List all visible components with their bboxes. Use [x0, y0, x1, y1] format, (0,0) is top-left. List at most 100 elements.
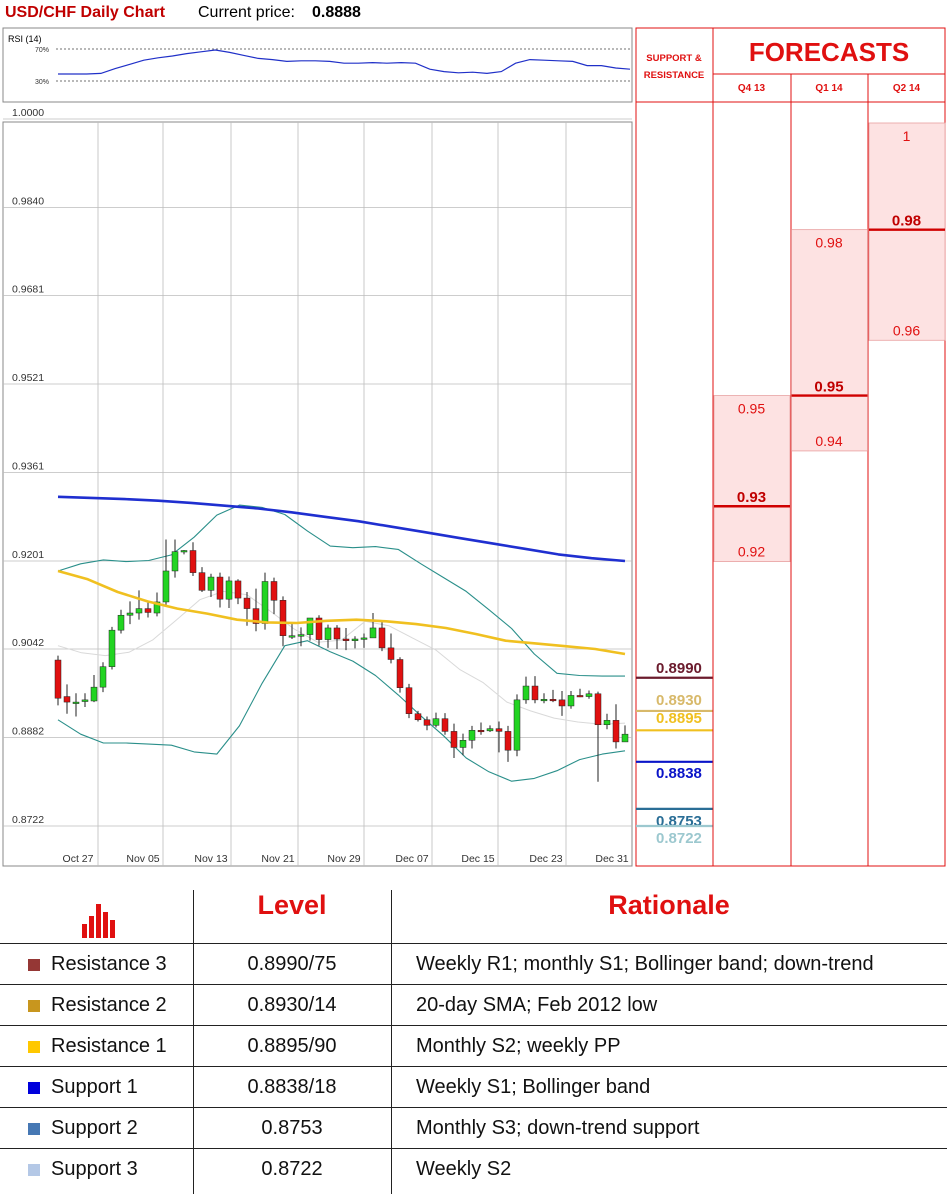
candle-body	[207, 576, 215, 591]
table-header-level: Level	[257, 890, 327, 920]
candle-body	[144, 608, 152, 613]
candle-body	[117, 614, 125, 631]
candle-body	[234, 580, 242, 599]
table-row: Resistance 2 0.8930/14 20-day SMA; Feb 201…	[0, 984, 947, 1026]
y-tick-label: 0.8722	[12, 814, 44, 826]
row-color-swatch	[28, 1000, 40, 1012]
sr-label-line2: RESISTANCE	[644, 70, 705, 81]
level-label: 0.8895	[656, 710, 702, 727]
row-color-swatch	[28, 1123, 40, 1135]
candle-body	[333, 627, 341, 640]
x-tick-label: Nov 21	[261, 853, 294, 865]
forecast-median-label: 0.95	[814, 379, 843, 396]
candle-body	[621, 733, 629, 743]
candle-body	[270, 581, 278, 601]
sma20-line	[57, 569, 626, 656]
candle-body	[252, 608, 260, 624]
y-tick-label: 1.0000	[12, 107, 44, 119]
candle-body	[198, 572, 206, 591]
candle-body	[558, 699, 566, 707]
bollinger-upper-line	[57, 504, 625, 677]
candle-body	[423, 719, 431, 726]
row-rationale: Weekly S2	[416, 1158, 512, 1180]
x-tick-label: Dec 07	[395, 853, 428, 865]
candle-body	[549, 699, 557, 702]
rsi-panel	[2, 27, 633, 103]
candle-body	[306, 617, 314, 635]
row-rationale: Weekly S1; Bollinger band	[416, 1076, 651, 1098]
candle-body	[477, 730, 485, 733]
rsi-line	[58, 49, 631, 75]
level-label: 0.8753	[656, 813, 702, 830]
rsi-label: RSI (14)	[8, 34, 42, 44]
candle-body	[225, 580, 233, 600]
candle-body	[162, 570, 170, 603]
candle-body	[99, 666, 107, 688]
forecasts-panel	[712, 27, 946, 867]
candle-body	[297, 634, 305, 637]
row-color-swatch	[28, 1082, 40, 1094]
row-name: Resistance 2	[51, 994, 167, 1016]
row-name: Support 3	[51, 1158, 138, 1180]
candle-body	[387, 647, 395, 660]
candle-body	[180, 550, 188, 553]
y-tick-label: 0.8882	[12, 725, 44, 737]
chart-title: USD/CHF Daily Chart	[5, 4, 166, 21]
y-tick-label: 0.9681	[12, 283, 44, 295]
row-rationale: Monthly S2; weekly PP	[416, 1035, 621, 1057]
y-tick-label: 0.9361	[12, 461, 44, 473]
forecast-low-label: 0.92	[738, 544, 765, 560]
row-rationale: Weekly R1; monthly S1; Bollinger band; d…	[416, 953, 874, 975]
x-tick-label: Nov 29	[327, 853, 360, 865]
forecast-high-label: 1	[903, 128, 911, 144]
candle-body	[81, 699, 89, 702]
forecast-range-box	[713, 395, 791, 562]
candle-body	[369, 627, 377, 639]
row-rationale: 20-day SMA; Feb 2012 low	[416, 994, 658, 1016]
forecast-range-box	[868, 122, 946, 341]
row-level: 0.8722	[261, 1158, 323, 1180]
rsi-level-30: 30%	[35, 79, 49, 86]
candle-body	[54, 659, 62, 699]
forecasts-title: FORECASTS	[749, 37, 909, 67]
x-tick-label: Dec 23	[529, 853, 562, 865]
row-level: 0.8930/14	[247, 994, 337, 1016]
price-value: 0.8888	[312, 4, 361, 21]
candle-body	[513, 699, 521, 751]
candle-body	[540, 699, 548, 702]
row-name: Support 2	[51, 1117, 138, 1139]
candle-body	[135, 608, 143, 614]
price-panel	[2, 121, 633, 867]
forecast-column-label: Q1 14	[815, 83, 843, 94]
table-header: Level Rationale	[0, 870, 947, 943]
y-tick-label: 0.9840	[12, 196, 44, 208]
candle-body	[594, 693, 602, 726]
candle-body	[288, 635, 296, 638]
candle-body	[216, 576, 224, 600]
candle-body	[459, 740, 467, 748]
rsi-level-70: 70%	[35, 47, 49, 54]
candle-body	[189, 550, 197, 573]
candle-body	[72, 701, 80, 704]
x-tick-label: Oct 27	[63, 853, 94, 865]
row-name: Resistance 3	[51, 953, 167, 975]
row-rationale: Monthly S3; down-trend support	[416, 1117, 700, 1139]
table-row: Support 3 0.8722 Weekly S2	[0, 1148, 947, 1190]
y-tick-label: 0.9521	[12, 372, 44, 384]
candle-body	[396, 659, 404, 688]
y-tick-label: 0.9042	[12, 637, 44, 649]
forecast-column-label: Q2 14	[893, 83, 921, 94]
price-label: Current price:	[198, 4, 295, 21]
forecast-low-label: 0.96	[893, 322, 920, 338]
bar-chart-icon	[82, 904, 115, 938]
candle-body	[495, 728, 503, 732]
chart-area: USD/CHF Daily Chart Current price: 0.888…	[2, 4, 946, 867]
forecast-low-label: 0.94	[815, 433, 842, 449]
row-level: 0.8990/75	[247, 953, 337, 975]
forecast-range-box	[791, 229, 868, 452]
candle-body	[414, 713, 422, 721]
candle-body	[126, 612, 134, 616]
candle-body	[153, 601, 161, 614]
level-label: 0.8930	[656, 692, 702, 709]
row-name: Resistance 1	[51, 1035, 167, 1057]
